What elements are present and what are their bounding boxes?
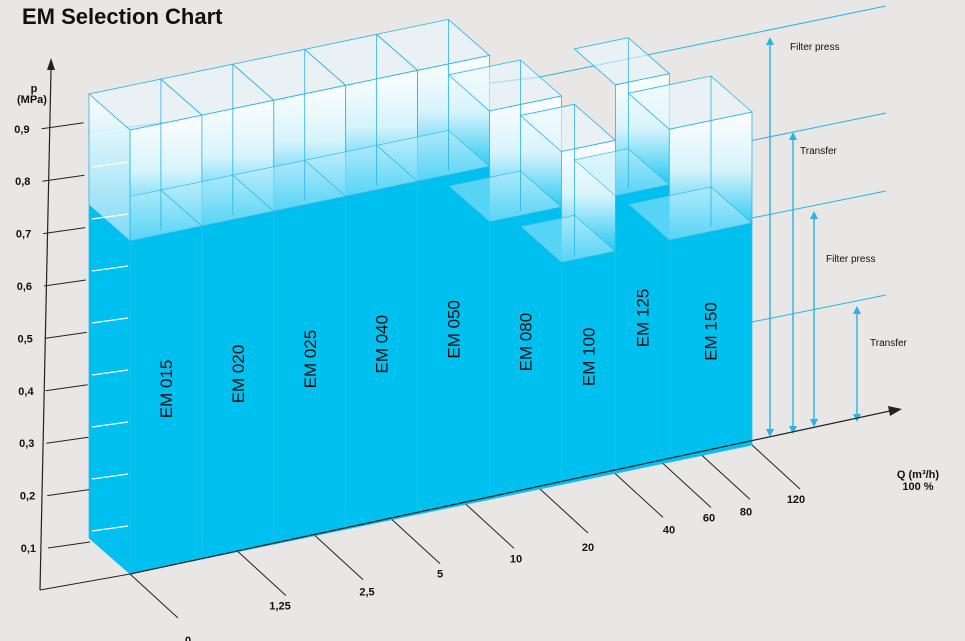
y-tick-8 [42, 123, 84, 129]
x-tick-label-8: 80 [740, 506, 752, 518]
x-axis-arrow [888, 406, 902, 416]
x-tick-label-7: 60 [703, 512, 715, 524]
y-axis-unit: (MPa) [17, 94, 47, 106]
y-tick-label-3: 0,4 [18, 386, 34, 398]
y-tick-label-7: 0,8 [15, 176, 30, 188]
model-label-4: EM 050 [445, 300, 464, 359]
y-tick-4 [45, 332, 87, 338]
range-arrow-top-3 [853, 306, 861, 314]
x-tick-label-3: 5 [437, 569, 443, 581]
x-axis-label-sub: 100 % [902, 481, 933, 493]
y-axis-line [40, 70, 51, 590]
y-tick-label-2: 0,3 [19, 438, 34, 450]
x-tick-2 [315, 536, 363, 580]
x-tick-0 [130, 574, 178, 618]
x-tick-label-2: 2,5 [359, 587, 374, 599]
x-tick-8 [702, 455, 750, 499]
range-label-2: Filter press [826, 254, 875, 265]
model-label-8: EM 150 [702, 302, 721, 361]
y-tick-label-4: 0,5 [18, 333, 33, 345]
x-tick-4 [466, 504, 514, 548]
range-arrow-bottom-2 [810, 419, 818, 427]
y-tick-label-5: 0,6 [17, 281, 32, 293]
model-label-6: EM 100 [579, 328, 598, 387]
y-tick-label-0: 0,1 [21, 543, 36, 555]
range-line-2 [752, 191, 886, 218]
x-tick-label-4: 10 [510, 553, 522, 565]
y-tick-6 [43, 228, 85, 234]
range-arrow-top-2 [810, 211, 818, 219]
x-tick-label-1: 1,25 [269, 601, 290, 613]
x-tick-label-5: 20 [582, 542, 594, 554]
x-tick-1 [238, 552, 286, 596]
model-label-0: EM 015 [157, 360, 176, 419]
range-arrow-top-0 [766, 37, 774, 45]
y-tick-0 [48, 542, 90, 548]
model-label-5: EM 080 [517, 313, 536, 372]
y-tick-label-8: 0,9 [14, 124, 29, 136]
y-tick-label-1: 0,2 [20, 491, 35, 503]
x-tick-label-0: 0 [185, 635, 191, 641]
model-label-7: EM 125 [633, 289, 652, 348]
x-tick-3 [392, 520, 440, 564]
y-tick-5 [44, 280, 86, 286]
model-label-2: EM 025 [301, 330, 320, 389]
x-tick-label-6: 40 [663, 524, 675, 536]
x-tick-label-9: 120 [787, 494, 805, 506]
y-tick-2 [46, 437, 88, 443]
range-arrow-top-1 [789, 132, 797, 140]
range-label-1: Transfer [800, 146, 838, 157]
y-tick-3 [46, 385, 88, 391]
x-tick-6 [615, 473, 663, 517]
x-tick-5 [540, 489, 588, 533]
x-tick-9 [752, 445, 800, 489]
y-tick-label-6: 0,7 [16, 229, 31, 241]
range-label-3: Transfer [870, 338, 908, 349]
model-label-3: EM 040 [373, 315, 392, 374]
range-line-3 [752, 295, 886, 322]
range-label-0: Filter press [790, 42, 839, 53]
x-tick-7 [663, 463, 711, 507]
y-tick-1 [47, 490, 89, 496]
bar-side-base [89, 205, 130, 574]
y-axis-arrow [47, 58, 55, 70]
x-axis-label: Q (m³/h) [897, 469, 939, 481]
model-label-1: EM 020 [229, 345, 248, 404]
x-axis-front-base [40, 574, 130, 590]
